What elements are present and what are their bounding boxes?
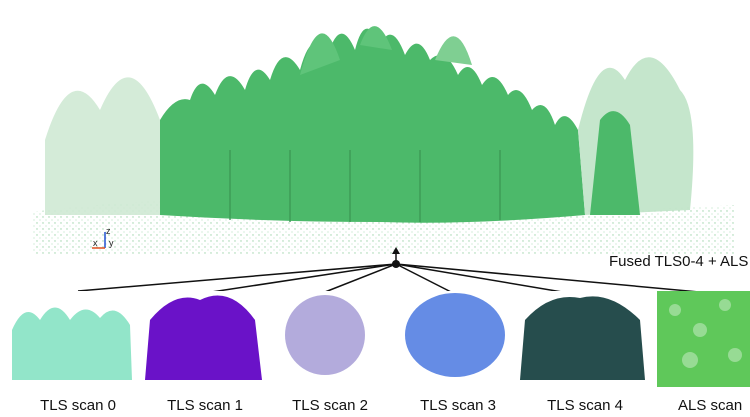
tall-tree: [300, 33, 340, 75]
tls-scan-3-thumbnail: [396, 291, 524, 386]
axis-label-x: x: [93, 238, 98, 248]
scan-label-tls2: TLS scan 2: [292, 397, 368, 414]
connector-line-tls0: [77, 263, 397, 292]
axis-label-z: z: [106, 226, 111, 236]
connector-line-tls3: [395, 263, 456, 295]
tls-scan-0-thumbnail: [8, 291, 136, 386]
sparse-trees-left: [45, 77, 165, 215]
top-view-tree-cloud-icon: [520, 296, 645, 380]
canopy-crown: [682, 352, 698, 368]
top-view-tree-cloud-icon: [145, 295, 262, 380]
scan-label-tls0: TLS scan 0: [40, 397, 116, 414]
canopy-top-view-icon: [657, 291, 750, 387]
right-dense-tree: [590, 111, 640, 215]
axis-triad: z x y: [92, 226, 114, 249]
scan-thumbnails: [8, 291, 750, 387]
tall-tree: [435, 36, 472, 65]
als-scan-thumbnail: [657, 291, 750, 387]
scan-label-tls4: TLS scan 4: [547, 397, 623, 414]
fused-label: Fused TLS0-4 + ALS: [609, 253, 749, 270]
up-arrow-head: [392, 247, 400, 254]
connector-line-als: [395, 263, 711, 294]
canopy-crown: [693, 323, 707, 337]
connector-line-tls1: [204, 263, 397, 294]
canopy-crown: [669, 304, 681, 316]
tls-scan-4-thumbnail: [518, 291, 648, 386]
side-view-tree-cloud-icon: [12, 307, 132, 380]
scan-label-tls1: TLS scan 1: [167, 397, 243, 414]
tls-scan-1-thumbnail: [136, 291, 264, 386]
fused-point-cloud: z x y: [32, 26, 735, 255]
canopy-crown: [719, 299, 731, 311]
tall-tree: [360, 26, 392, 50]
axis-label-y: y: [109, 238, 114, 248]
dense-canopy: [160, 28, 585, 223]
scan-label-tls3: TLS scan 3: [420, 397, 496, 414]
top-view-tree-cloud-icon: [405, 293, 505, 377]
connector-hub: [77, 247, 711, 296]
canopy-crown: [728, 348, 742, 362]
scan-label-als: ALS scan: [678, 397, 743, 414]
tls-scan-2-thumbnail: [266, 291, 394, 386]
connector-line-tls4: [395, 263, 581, 296]
connector-line-tls2: [324, 263, 397, 293]
top-view-tree-cloud-icon: [285, 295, 365, 375]
